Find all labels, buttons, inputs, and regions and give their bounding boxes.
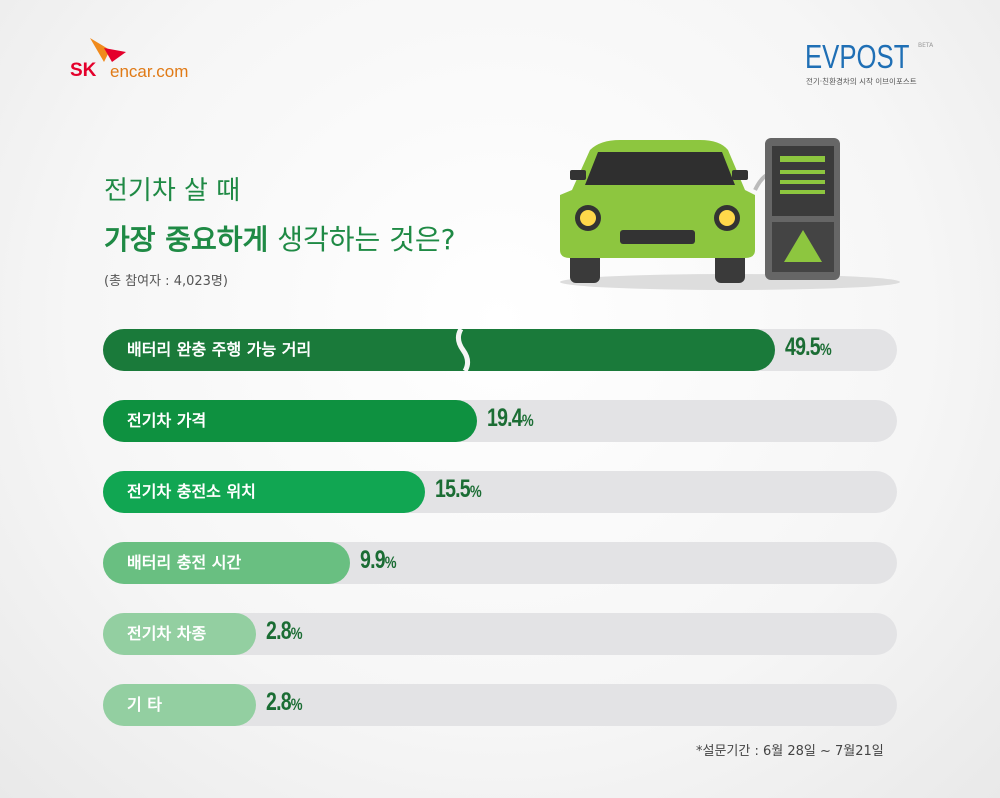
- bar-fill: [103, 684, 256, 726]
- bar-value-label: 15.5%: [435, 475, 482, 504]
- bar-value-label: 49.5%: [785, 333, 832, 362]
- bar-label: 배터리 완충 주행 가능 거리: [127, 340, 312, 359]
- bar-value-label: 2.8%: [266, 617, 303, 646]
- value-number: 2.8: [266, 617, 292, 645]
- value-unit: %: [290, 624, 303, 643]
- title-rest: 생각하는 것은?: [268, 223, 456, 256]
- bar-value-label: 9.9%: [360, 546, 397, 575]
- evpost-beta: BETA: [918, 42, 934, 49]
- value-unit: %: [819, 340, 832, 359]
- value-unit: %: [290, 695, 303, 714]
- bar-label: 기 타: [127, 695, 163, 714]
- bar-label: 전기차 충전소 위치: [127, 482, 256, 501]
- evpost-logo: EVPOST: [805, 38, 910, 75]
- bar-track: 배터리 완충 주행 가능 거리 49.5%: [103, 329, 897, 371]
- bar-label: 전기차 차종: [127, 624, 207, 643]
- bar-fill: [103, 471, 425, 513]
- value-number: 19.4: [487, 404, 523, 432]
- bar-value-label: 2.8%: [266, 688, 303, 717]
- bar-track: 전기차 가격 19.4%: [103, 400, 897, 442]
- bar-label: 전기차 가격: [127, 411, 207, 430]
- bar-track: 전기차 차종 2.8%: [103, 613, 897, 655]
- value-number: 15.5: [435, 475, 471, 503]
- sk-logo: SK: [70, 60, 97, 81]
- encar-logo: encar.com: [110, 62, 189, 81]
- bar-track: 배터리 충전 시간 9.9%: [103, 542, 897, 584]
- bar-fill: [103, 400, 477, 442]
- axis-break-mark: [455, 329, 471, 371]
- value-unit: %: [521, 411, 534, 430]
- bar-track: 전기차 충전소 위치 15.5%: [103, 471, 897, 513]
- bar-label: 배터리 충전 시간: [127, 553, 242, 572]
- bar-value-label: 19.4%: [487, 404, 534, 433]
- bar-track: 기 타 2.8%: [103, 684, 897, 726]
- value-number: 2.8: [266, 688, 292, 716]
- value-number: 49.5: [785, 333, 821, 361]
- participants-count: (총 참여자 : 4,023명): [104, 274, 228, 289]
- title-line2: 가장 중요하게 생각하는 것은?: [104, 218, 456, 258]
- title-emphasis: 가장 중요하게: [104, 223, 269, 256]
- car-charger-illustration: [560, 138, 900, 290]
- bar-fill: [103, 613, 256, 655]
- value-number: 9.9: [360, 546, 386, 574]
- evpost-tagline: 전기·친환경차의 시작 이브이포스트: [806, 77, 917, 86]
- bar-fill: [103, 542, 350, 584]
- value-unit: %: [384, 553, 397, 572]
- survey-period: *설문기간 : 6월 28일 ~ 7월21일: [696, 744, 884, 759]
- title-line1: 전기차 살 때: [104, 176, 241, 206]
- sk-logo-butterfly-icon: [90, 38, 126, 62]
- bar-fill: [103, 329, 775, 371]
- value-unit: %: [469, 482, 482, 501]
